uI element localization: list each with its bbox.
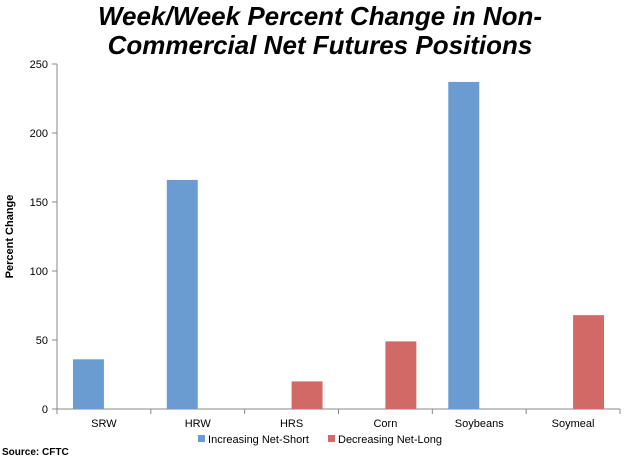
bar-increasing-net-short (166, 179, 198, 409)
bar-increasing-net-short (72, 359, 104, 409)
x-tick-label: HRW (185, 418, 212, 430)
bar-decreasing-net-long (291, 381, 323, 409)
source-note: Source: CFTC (2, 447, 69, 458)
bar-decreasing-net-long (385, 341, 417, 409)
legend-item-decreasing-net-long: Decreasing Net-Long (328, 434, 442, 446)
y-tick-label: 100 (30, 266, 48, 278)
legend-label-decreasing-net-long: Decreasing Net-Long (338, 434, 442, 446)
y-axis-label: Percent Change (4, 195, 16, 279)
legend-label-increasing-net-short: Increasing Net-Short (208, 434, 309, 446)
y-tick-label: 200 (30, 128, 48, 140)
legend-swatch-red (328, 435, 335, 442)
x-tick-label: SRW (91, 418, 117, 430)
chart-title-line-2: Commercial Net Futures Positions (107, 30, 533, 60)
bar-decreasing-net-long (573, 315, 605, 409)
chart-title-line-1: Week/Week Percent Change in Non- (97, 1, 543, 31)
bar-increasing-net-short (448, 81, 480, 409)
chart-title: Week/Week Percent Change in Non- Commerc… (0, 2, 640, 60)
x-axis: SRW HRW HRS Corn Soybeans Soymeal (56, 408, 621, 430)
y-tick-label: 50 (36, 335, 48, 347)
x-tick-label: Soymeal (552, 418, 595, 430)
y-axis: 0 50 100 150 200 250 Percent Change (4, 59, 58, 416)
y-tick-label: 250 (30, 59, 48, 71)
legend-item-increasing-net-short: Increasing Net-Short (198, 434, 309, 446)
x-tick-label: HRS (280, 418, 303, 430)
x-tick-label: Corn (373, 418, 397, 430)
y-tick-label: 150 (30, 197, 48, 209)
y-tick-label: 0 (42, 404, 48, 416)
legend: Increasing Net-Short Decreasing Net-Long (0, 434, 640, 446)
legend-swatch-blue (198, 435, 206, 442)
bars (72, 81, 605, 409)
x-tick-label: Soybeans (455, 418, 504, 430)
